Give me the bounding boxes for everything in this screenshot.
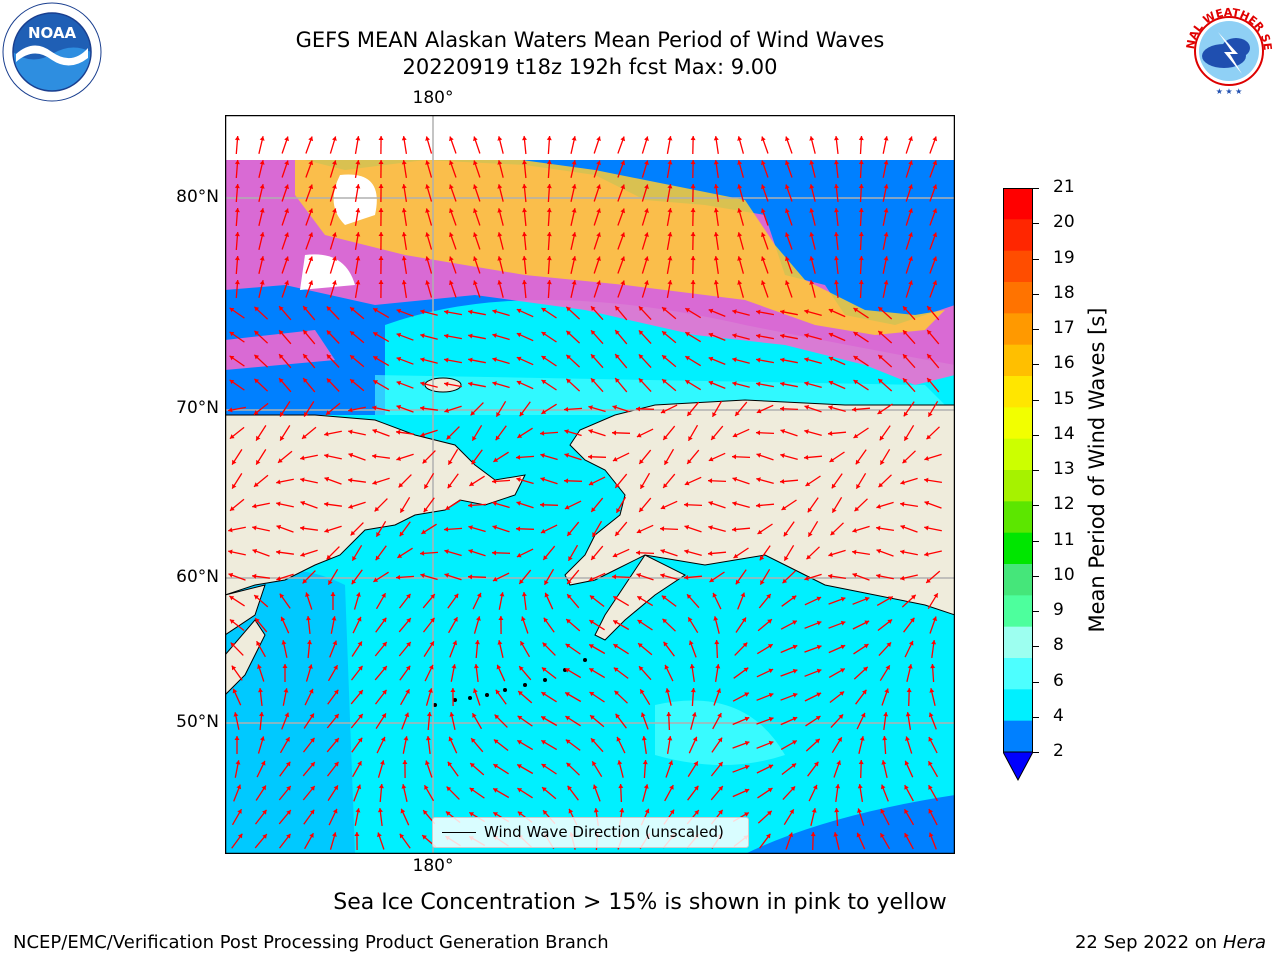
lat-label-50: 50°N [176, 712, 219, 732]
colorbar-tick-label: 17 [1053, 318, 1075, 338]
colorbar-extend-arrow [1002, 751, 1034, 782]
colorbar-cell [1003, 720, 1033, 753]
colorbar-tick-label: 4 [1053, 705, 1064, 726]
colorbar-tick [1033, 540, 1039, 542]
colorbar-tick [1033, 223, 1039, 225]
colorbar-tick [1033, 258, 1039, 260]
colorbar-tick-label: 21 [1053, 177, 1075, 197]
map-panel: Wind Wave Direction (unscaled) [224, 114, 956, 855]
colorbar-cell [1003, 407, 1033, 440]
footer-machine: Hera [1222, 932, 1266, 953]
colorbar-cell [1003, 626, 1033, 659]
colorbar-tick [1033, 364, 1039, 366]
colorbar-cell [1003, 313, 1033, 346]
colorbar-cell [1003, 595, 1033, 628]
legend-line-icon [442, 832, 476, 833]
map-legend: Wind Wave Direction (unscaled) [432, 817, 749, 848]
colorbar-tick [1033, 293, 1039, 295]
colorbar-cell [1003, 470, 1033, 502]
colorbar-cell [1003, 438, 1033, 471]
colorbar-cell [1003, 250, 1033, 283]
lon-label-top: 180° [412, 88, 454, 108]
graticule [225, 115, 955, 854]
colorbar-tick-label: 11 [1053, 529, 1075, 550]
colorbar-tick [1033, 646, 1039, 648]
colorbar [1002, 188, 1034, 783]
colorbar-cell [1003, 282, 1033, 314]
colorbar-cell [1003, 501, 1033, 534]
svg-text:★ ★ ★: ★ ★ ★ [1216, 87, 1243, 96]
colorbar-tick-label: 2 [1053, 741, 1064, 761]
land-kamchatka [225, 619, 266, 696]
colorbar-tick-label: 10 [1053, 564, 1075, 585]
colorbar-tick-label: 18 [1053, 282, 1075, 303]
colorbar-tick [1033, 575, 1039, 577]
footer-credit: NCEP/EMC/Verification Post Processing Pr… [13, 932, 609, 953]
lat-label-80: 80°N [176, 187, 219, 207]
colorbar-tick-label: 6 [1053, 670, 1064, 691]
colorbar-tick-label: 8 [1053, 635, 1064, 656]
colorbar-cell [1003, 219, 1033, 252]
colorbar-cell [1003, 689, 1033, 722]
colorbar-cell [1003, 188, 1033, 220]
colorbar-tick [1033, 434, 1039, 436]
colorbar-tick [1033, 505, 1039, 507]
colorbar-tick-label: 12 [1053, 494, 1075, 515]
colorbar-tick [1033, 329, 1039, 330]
colorbar-cell [1003, 658, 1033, 690]
colorbar-cell [1003, 532, 1033, 565]
nws-logo: NATIONAL WEATHER SERVICE ★ ★ ★ [1175, 0, 1278, 100]
colorbar-tick [1033, 399, 1039, 401]
lat-label-60: 60°N [176, 567, 219, 587]
legend-text: Wind Wave Direction (unscaled) [484, 823, 724, 841]
colorbar-cell [1003, 564, 1033, 596]
colorbar-tick [1033, 470, 1039, 471]
colorbar-cell [1003, 344, 1033, 377]
sea-ice-caption: Sea Ice Concentration > 15% is shown in … [333, 890, 947, 915]
colorbar-tick-label: 13 [1053, 459, 1075, 479]
chart-subtitle: 20220919 t18z 192h fcst Max: 9.00 [402, 55, 778, 79]
south-deep-region [745, 795, 955, 854]
colorbar-cell [1003, 376, 1033, 408]
lon-label-bottom: 180° [412, 856, 454, 876]
colorbar-tick-label: 9 [1053, 600, 1064, 620]
colorbar-tick-label: 19 [1053, 247, 1075, 268]
colorbar-tick [1033, 611, 1039, 612]
footer-date: 22 Sep 2022 on Hera [1074, 932, 1266, 953]
chart-title: GEFS MEAN Alaskan Waters Mean Period of … [295, 28, 885, 52]
lat-label-70: 70°N [176, 398, 219, 418]
colorbar-tick [1033, 188, 1039, 189]
colorbar-tick [1033, 752, 1039, 753]
map-canvas [224, 114, 956, 855]
colorbar-tick-label: 16 [1053, 353, 1075, 374]
noaa-logo: NOAA [2, 2, 102, 102]
noaa-logo-text: NOAA [28, 24, 77, 42]
colorbar-tick-label: 14 [1053, 423, 1075, 444]
wave-direction-arrows [227, 135, 943, 851]
colorbar-tick [1033, 681, 1039, 683]
colorbar-tick-label: 20 [1053, 212, 1075, 233]
colorbar-tick [1033, 716, 1039, 718]
colorbar-tick-label: 15 [1053, 388, 1075, 409]
